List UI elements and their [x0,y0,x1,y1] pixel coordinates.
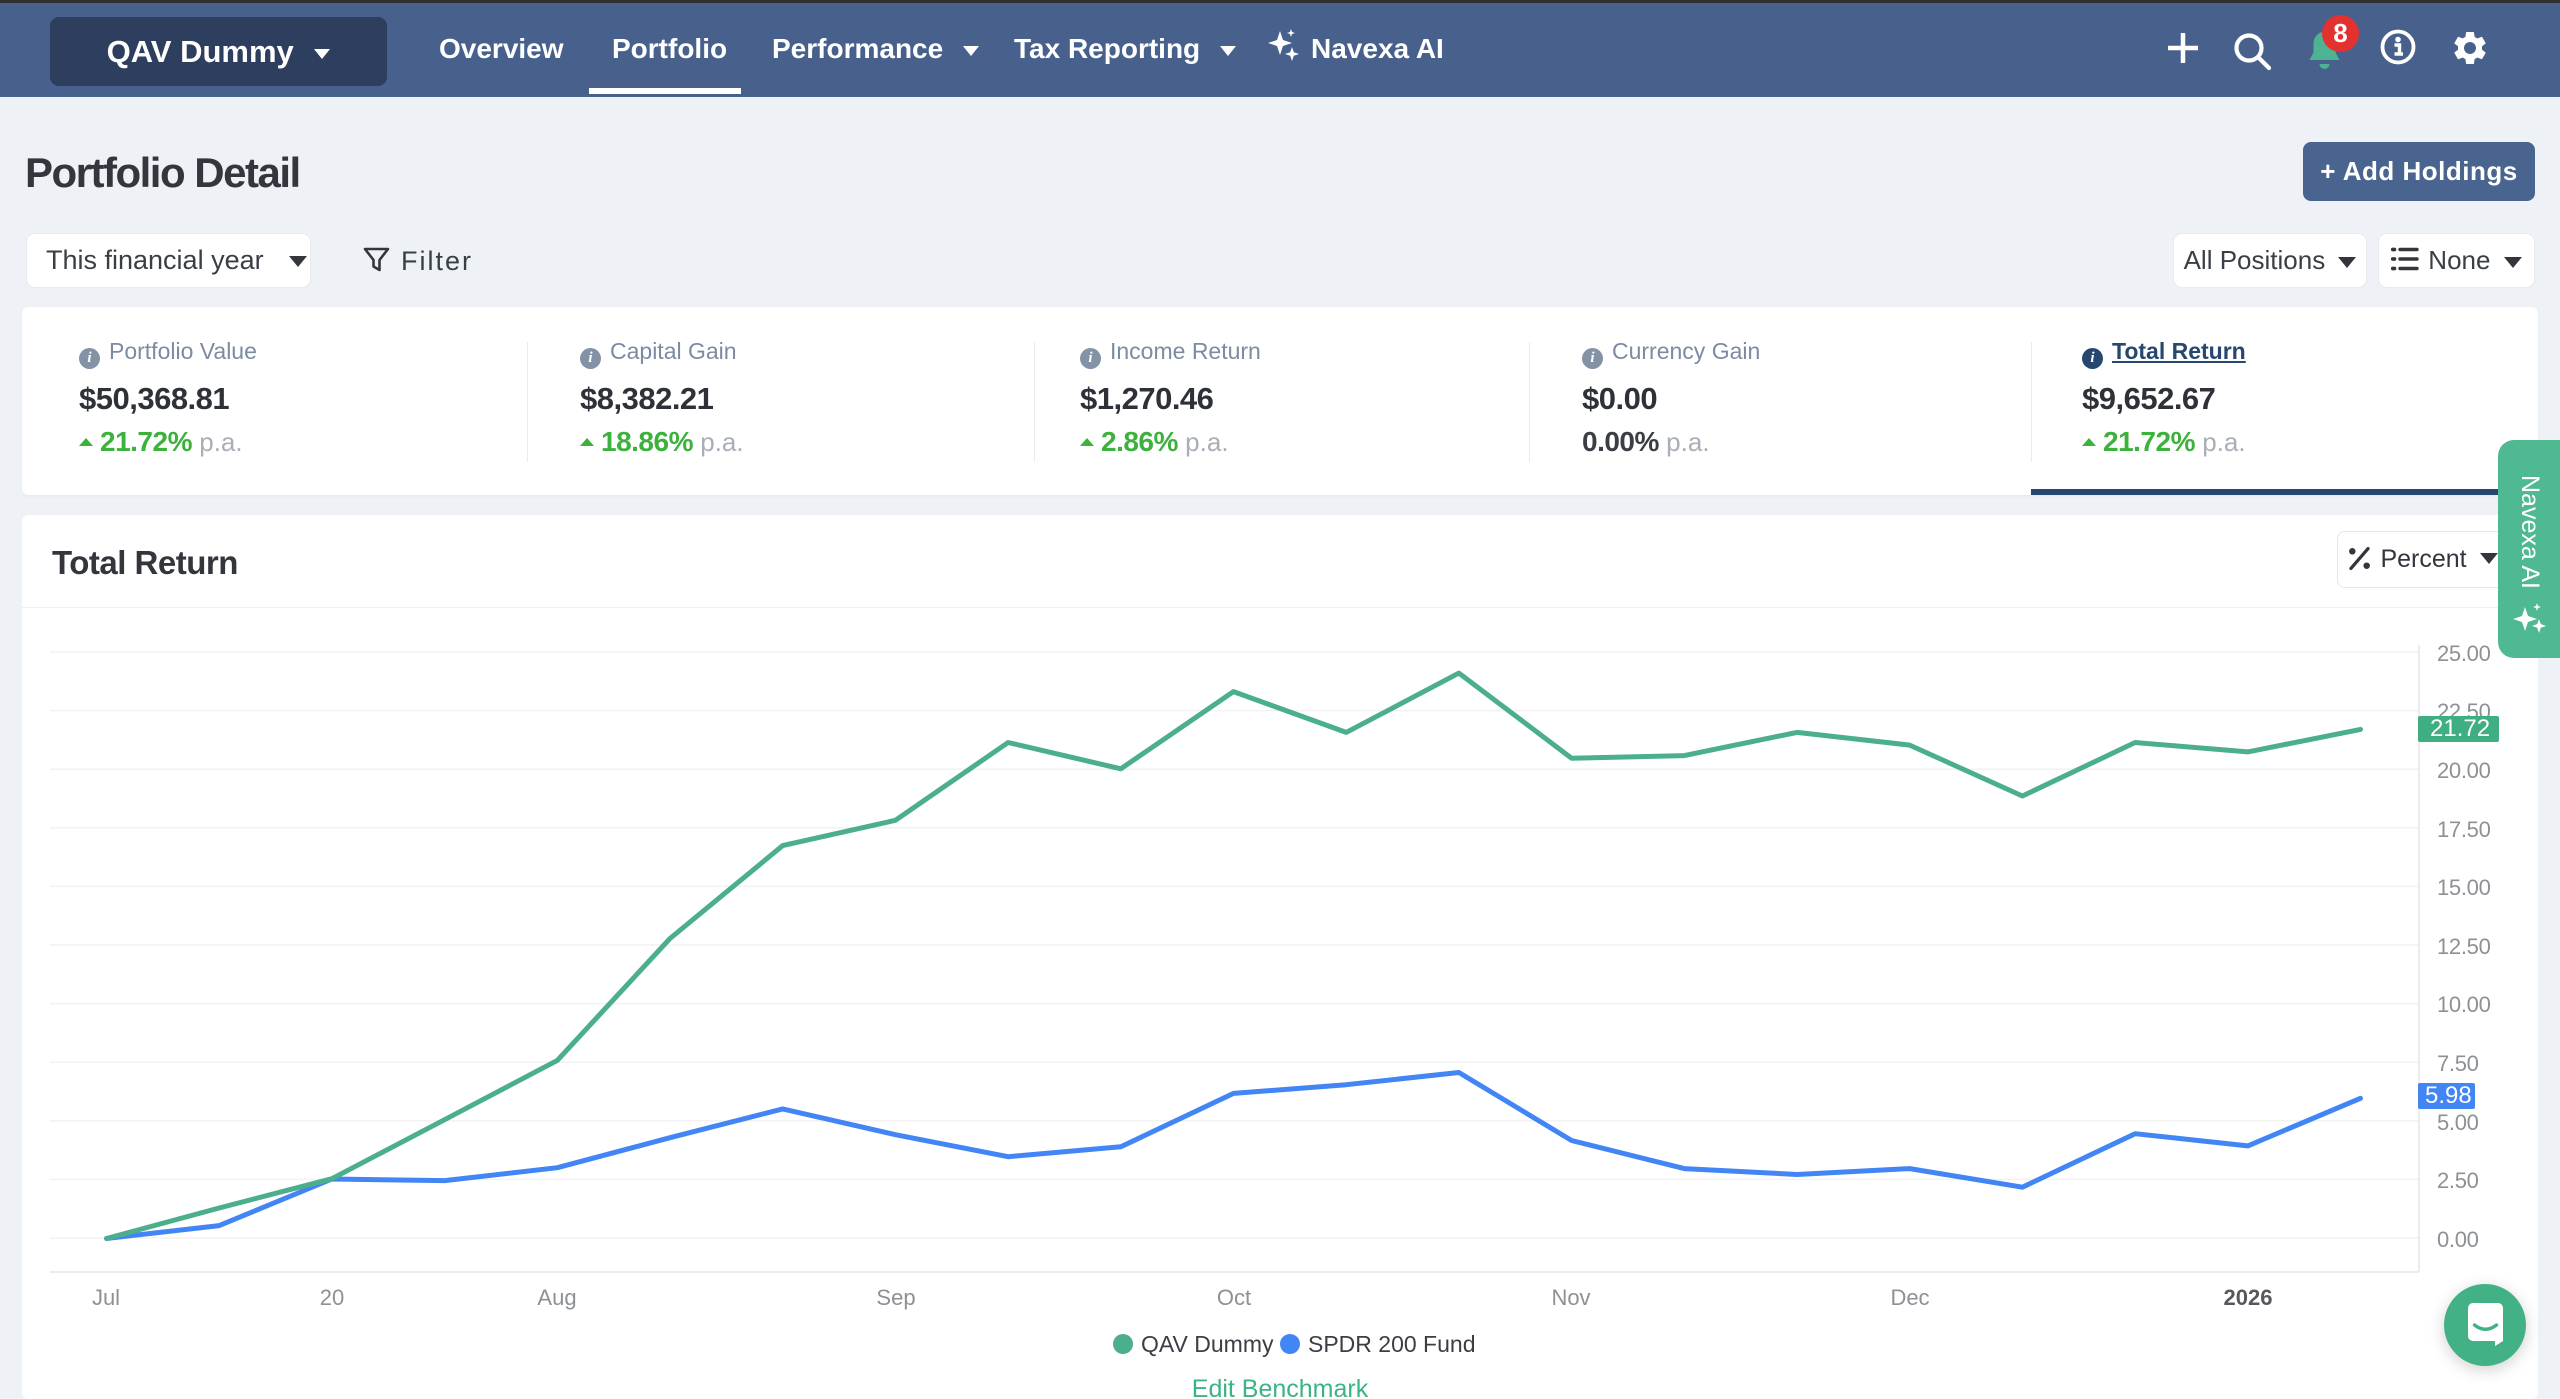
svg-text:Nov: Nov [1551,1285,1590,1310]
svg-text:20.00: 20.00 [2437,758,2491,783]
svg-text:5.98: 5.98 [2425,1082,2472,1109]
svg-text:17.50: 17.50 [2437,817,2491,842]
svg-text:SPDR 200 Fund: SPDR 200 Fund [1308,1331,1475,1357]
svg-text:15.00: 15.00 [2437,875,2491,900]
svg-text:QAV Dummy: QAV Dummy [1141,1331,1274,1357]
svg-text:21.72: 21.72 [2430,715,2490,742]
svg-text:Aug: Aug [537,1285,576,1310]
svg-text:0.00: 0.00 [2437,1227,2479,1252]
svg-text:Sep: Sep [876,1285,915,1310]
svg-text:25.00: 25.00 [2437,641,2491,666]
svg-text:Jul: Jul [92,1285,120,1310]
svg-text:7.50: 7.50 [2437,1051,2479,1076]
svg-text:2026: 2026 [2224,1285,2273,1310]
svg-text:Oct: Oct [1217,1285,1251,1310]
svg-text:Dec: Dec [1890,1285,1929,1310]
svg-text:10.00: 10.00 [2437,992,2491,1017]
svg-text:2.50: 2.50 [2437,1168,2479,1193]
svg-text:20: 20 [320,1285,344,1310]
svg-text:Edit Benchmark: Edit Benchmark [1192,1375,1369,1399]
svg-text:5.00: 5.00 [2437,1110,2479,1135]
svg-text:12.50: 12.50 [2437,934,2491,959]
